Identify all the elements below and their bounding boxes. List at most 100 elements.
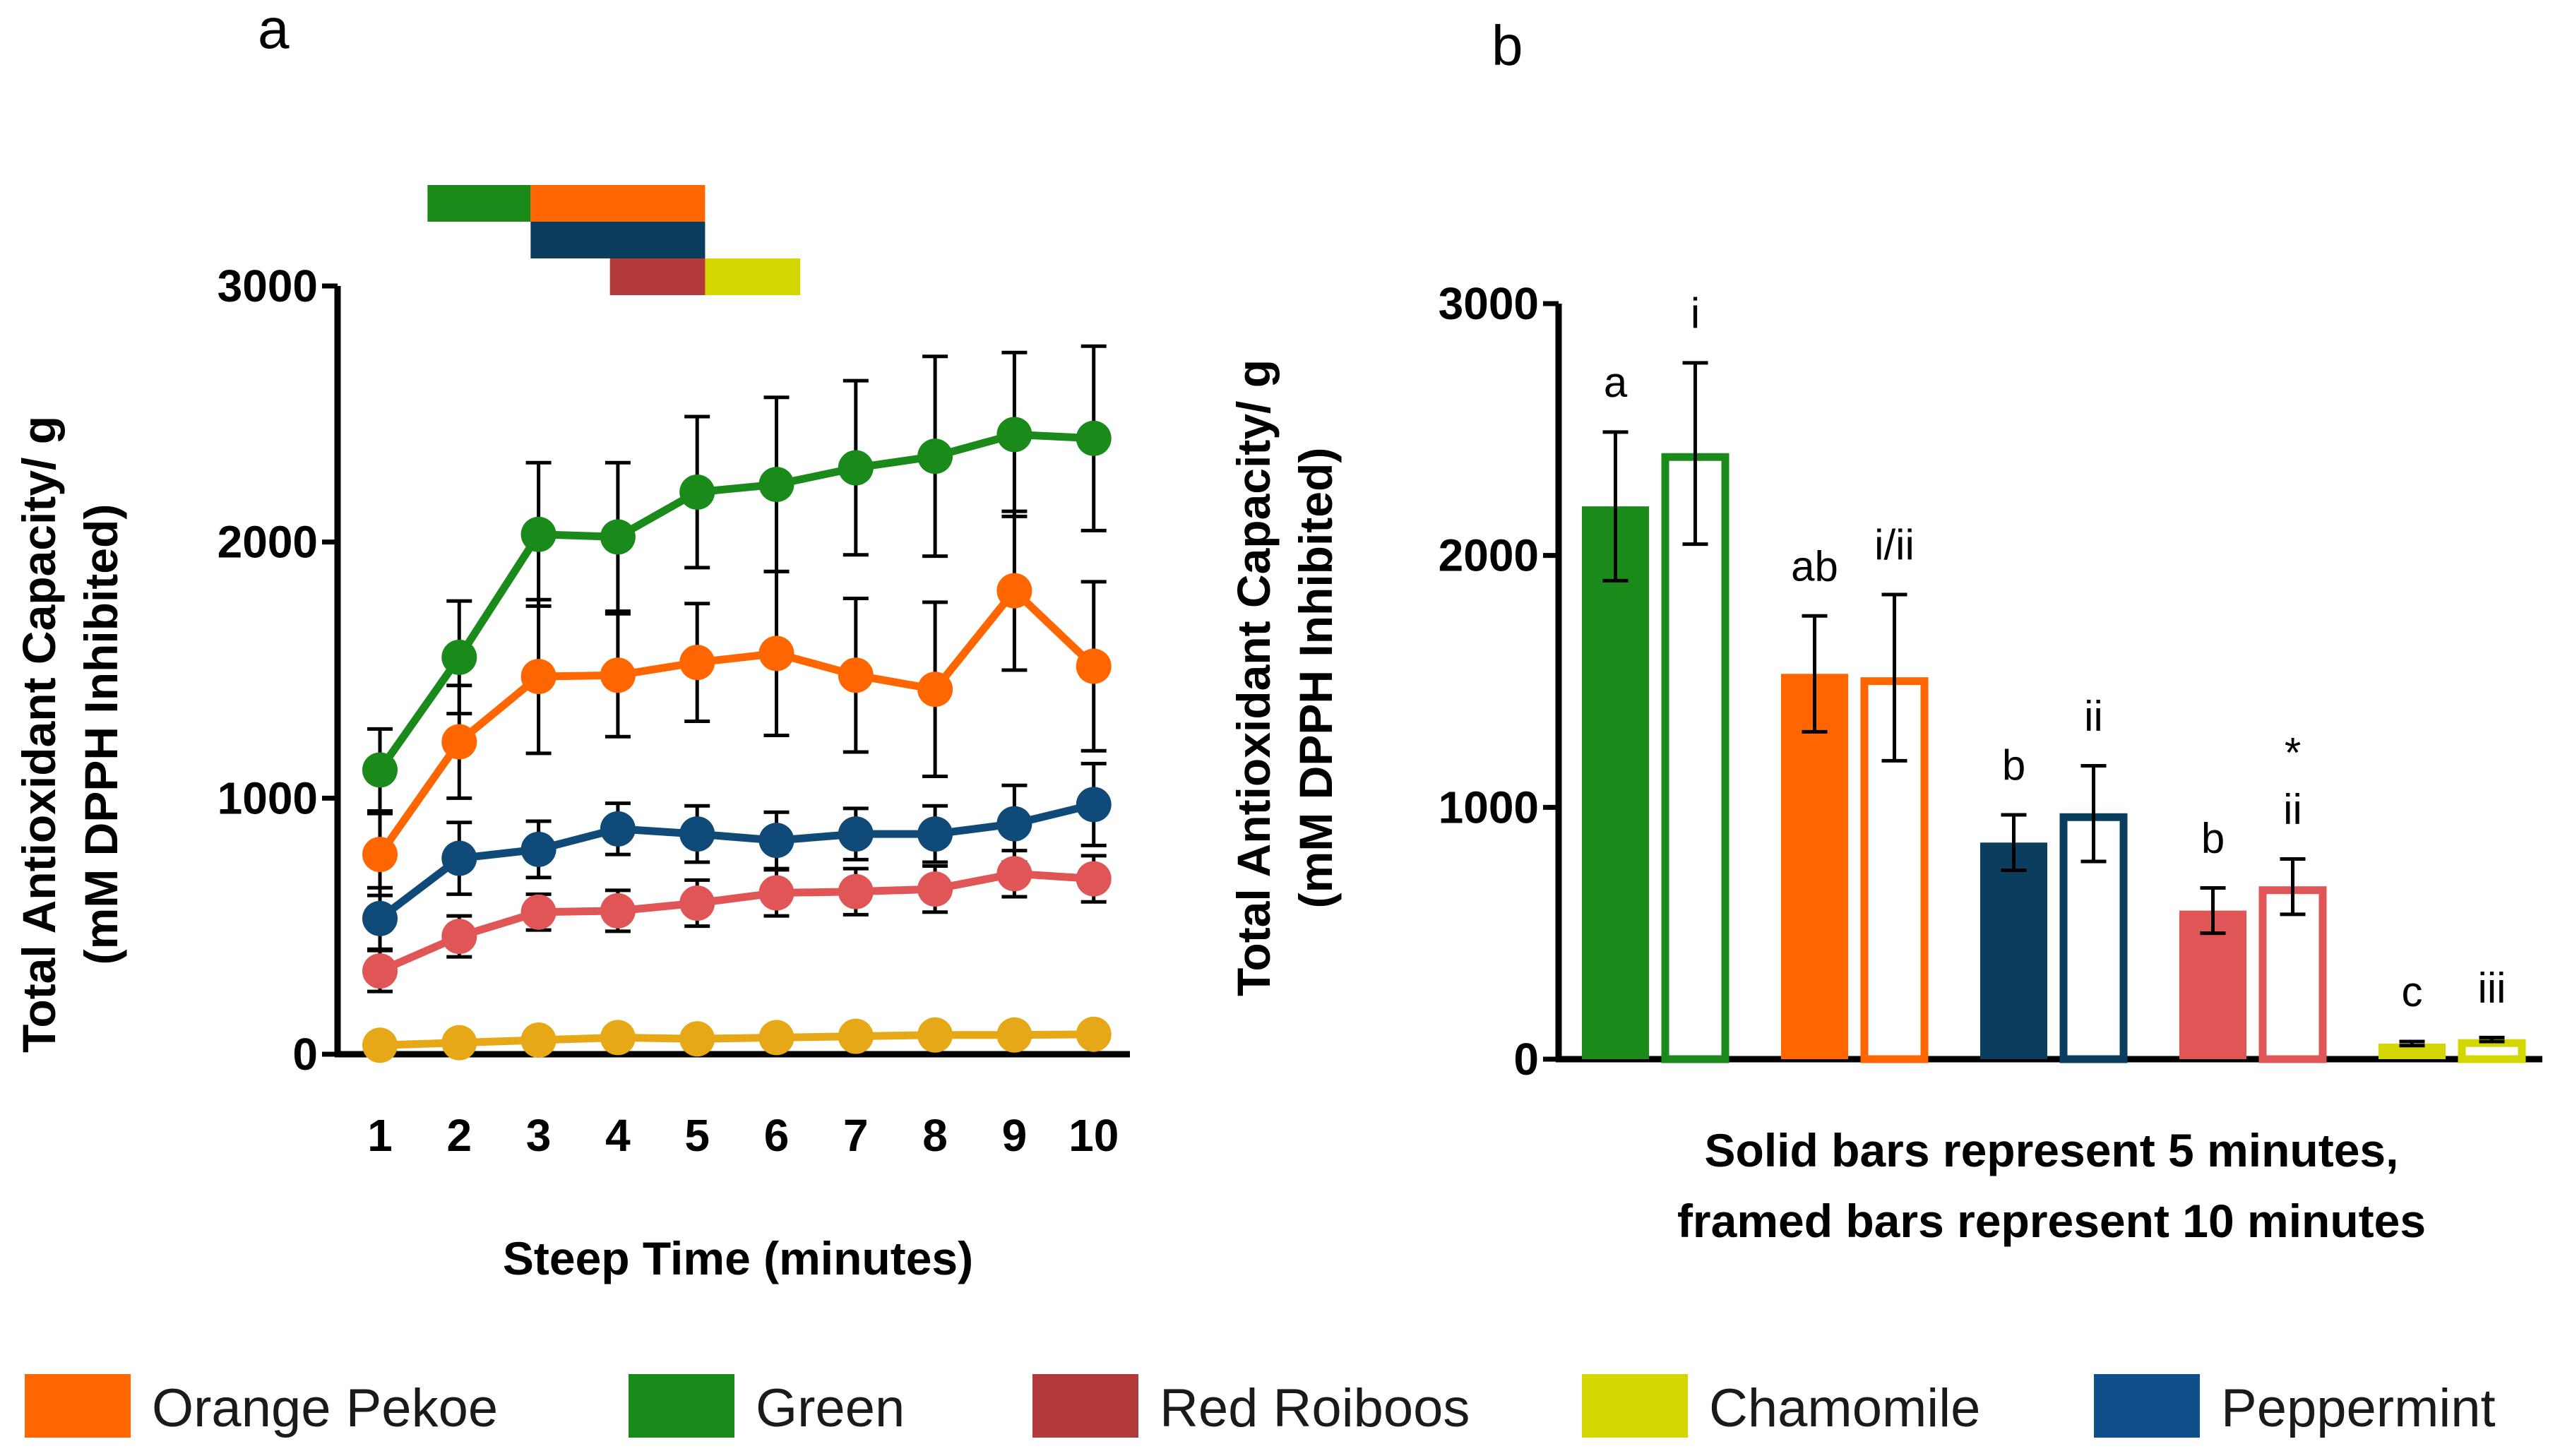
significance-bar [530,185,706,222]
data-point [1076,420,1112,456]
series-line [377,801,1095,922]
data-point [917,871,953,907]
data-point [362,837,398,873]
line-series-group [362,344,1112,1063]
data-point [917,1017,953,1053]
significance-letter: b [2201,814,2225,861]
y-tick-labels: 0 1000 2000 3000 [218,261,318,1080]
data-point [441,724,477,760]
data-point [362,1027,398,1063]
data-point [679,885,715,921]
legend-label: Chamomile [1709,1378,1980,1438]
legend-label: Green [756,1378,905,1438]
data-point [362,953,398,989]
bar-solid [2379,1043,2446,1059]
bar-group-chamomile: c iii [2379,964,2526,1063]
data-point [838,1018,874,1054]
data-point [362,900,398,936]
data-point [917,438,953,475]
data-point [679,645,715,681]
legend-label: Orange Pekoe [152,1378,498,1438]
data-point [996,856,1032,892]
x-tick-label: 1 [367,1110,393,1161]
significance-letter: iii [2478,964,2506,1011]
y-axis-title-a-line2: (mM DPPH Inhibited) [75,504,127,965]
panel-b-label: b [1492,14,1523,77]
data-point [520,659,556,695]
data-point [838,873,874,909]
data-point [600,519,636,555]
data-point [600,1020,636,1056]
legend-swatch [629,1374,734,1438]
data-point [520,516,556,552]
legend-item-orange_pekoe: Orange Pekoe [25,1374,498,1438]
bar-framed [2458,1039,2526,1063]
data-point [520,894,556,930]
x-tick-labels: 1 2 3 4 5 6 7 8 9 10 [367,1110,1119,1161]
data-point [996,1017,1032,1053]
legend-item-red_roiboos: Red Roiboos [1032,1374,1470,1438]
y-tick-label: 1000 [1439,782,1539,833]
significance-letter: ab [1791,542,1838,590]
y-axis-title-b-line2: (mM DPPH Inhibited) [1290,448,1342,909]
legend-swatch [25,1374,131,1438]
data-point [679,816,715,852]
series-peppermint [362,761,1112,951]
data-point [758,875,794,911]
data-point [441,840,477,876]
legend-swatch [1582,1374,1688,1438]
bar-group-orange-pekoe: ab i/ii [1781,521,1929,1063]
data-point [838,657,874,693]
significance-bar [427,185,531,222]
data-point [441,1025,477,1061]
data-point [520,831,556,867]
x-tick-label: 9 [1002,1110,1028,1161]
x-tick-label: 3 [526,1110,552,1161]
significance-bar [609,258,706,295]
significance-letter: i [1691,290,1700,337]
series-orange-pekoe [362,509,1112,897]
y-tick-label: 3000 [1439,278,1539,329]
legend-swatch [1032,1374,1138,1438]
data-point [758,635,794,672]
data-point [758,823,794,859]
x-tick-label: 5 [684,1110,710,1161]
data-point [1076,787,1112,823]
data-point [441,919,477,955]
significance-letter: ii [2283,785,2302,833]
y-axis-title-a-line1: Total Antioxidant Capacity/ g [13,416,65,1053]
data-point [1076,1016,1112,1052]
legend-item-chamomile: Chamomile [1582,1374,1980,1438]
significance-bar [705,258,801,295]
series-line [379,1030,1094,1049]
legend-swatch [2094,1374,2200,1438]
x-axis-caption-b-line1: Solid bars represent 5 minutes, [1705,1124,2399,1176]
significance-letter: i/ii [1874,521,1915,568]
y-tick-label: 0 [1513,1034,1539,1085]
x-tick-label: 2 [447,1110,472,1161]
bar-framed [2258,886,2327,1063]
x-axis-title-a: Steep Time (minutes) [503,1232,973,1284]
line-chart-panel-a: 0 1000 2000 3000 1 2 3 4 5 6 7 8 9 10 Steep Time (mi… [13,185,1130,1284]
legend: Orange Pekoe Green Red Roiboos Chamomile Pep… [25,1374,2496,1438]
series-chamomile [362,1016,1112,1063]
bar-solid [1582,506,1649,1059]
data-point [758,467,794,503]
significance-letter: a [1604,359,1628,406]
y-tick-label: 2000 [218,517,318,568]
data-point [441,639,477,675]
y-tick-labels: 0 1000 2000 3000 [1439,278,1539,1085]
data-point [838,450,874,486]
data-point [996,806,1032,842]
y-tick-label: 3000 [218,261,318,311]
x-axis-caption-b-line2: framed bars represent 10 minutes [1677,1195,2426,1247]
significance-asterisk: * [2285,729,2301,776]
series-line [378,869,1095,975]
y-tick-label: 1000 [218,772,318,823]
y-axis-title-b-line1: Total Antioxidant Capacity/ g [1227,359,1280,996]
data-point [600,657,636,693]
data-point [520,1022,556,1058]
